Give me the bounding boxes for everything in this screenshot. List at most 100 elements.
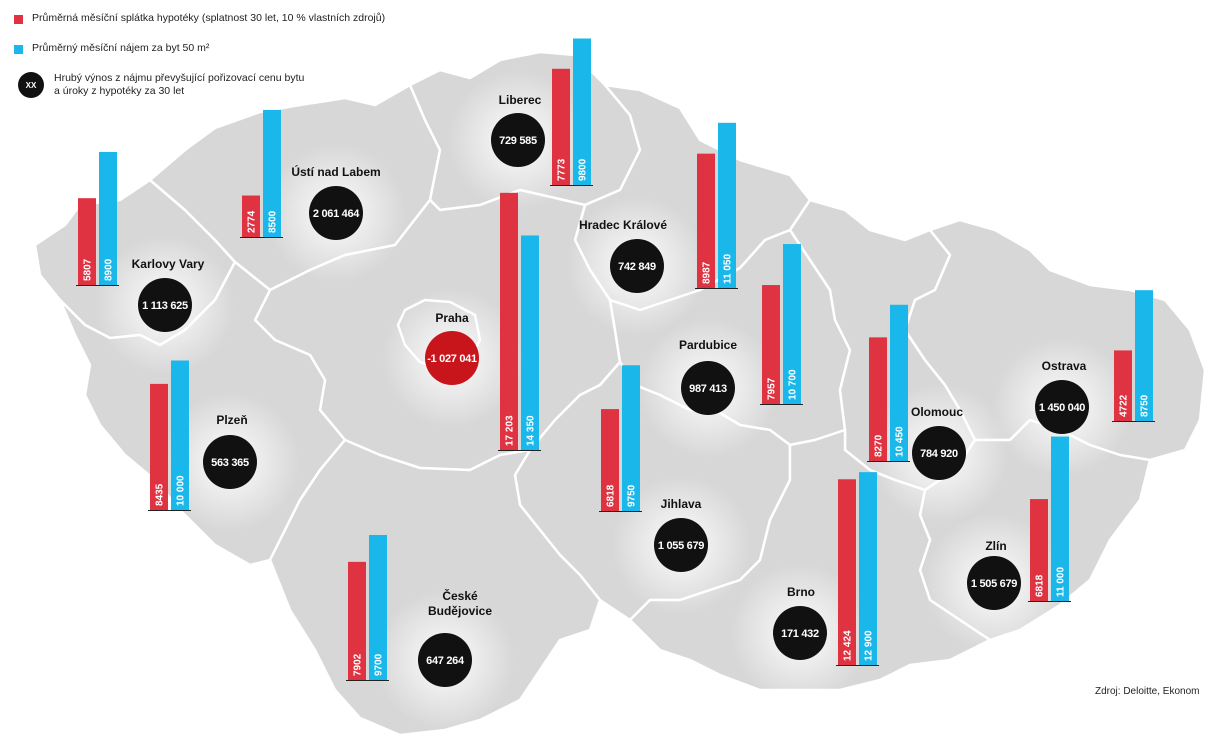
bar-mortgage-zlin <box>1030 499 1048 601</box>
yield-circle-olomouc <box>912 426 966 480</box>
yield-value-ostrava: 1 450 040 <box>1039 402 1085 414</box>
bar-mortgage-label-pardubice: 7957 <box>767 377 778 400</box>
bar-mortgage-label-zlin: 6818 <box>1035 574 1046 597</box>
legend-yield-line2: a úroky z hypotéky za 30 let <box>54 85 185 97</box>
legend-yield-line1: Hrubý výnos z nájmu převyšující pořizova… <box>54 72 305 84</box>
bar-rent-label-zlin: 11 000 <box>1056 567 1067 597</box>
yield-value-zlin: 1 505 679 <box>971 578 1017 590</box>
bar-rent-liberec <box>573 38 591 185</box>
city-name-usti-nad-labem: Ústí nad Labem <box>291 164 380 179</box>
city-name-hradec-kralove: Hradec Králové <box>579 218 667 232</box>
bar-rent-usti-nad-labem <box>263 109 281 237</box>
bar-mortgage-label-plzen: 8435 <box>155 483 166 506</box>
yield-value-hradec-kralove: 742 849 <box>618 261 656 273</box>
bar-rent-pardubice <box>783 244 801 404</box>
bar-rent-ostrava <box>1135 290 1153 421</box>
yield-value-karlovy-vary: 1 113 625 <box>142 300 188 312</box>
city-name-pardubice: Pardubice <box>679 338 737 352</box>
bar-rent-label-jihlava: 9750 <box>627 484 638 507</box>
bar-mortgage-karlovy-vary <box>78 198 96 285</box>
bar-mortgage-label-praha: 17 203 <box>505 415 516 446</box>
bar-mortgage-label-brno: 12 424 <box>843 630 854 661</box>
yield-circle-zlin <box>967 556 1021 610</box>
source-note: Zdroj: Deloitte, Ekonom <box>1095 686 1200 697</box>
legend-yield-symbol: XX <box>18 72 44 98</box>
yield-value-praha: -1 027 041 <box>427 353 477 365</box>
bar-mortgage-hradec-kralove <box>697 153 715 288</box>
city-name-ostrava: Ostrava <box>1042 359 1087 373</box>
city-name-jihlava: Jihlava <box>661 497 702 511</box>
city-labels-layer: Karlovy Vary Ústí nad Labem Liberec Hradec … <box>132 93 1087 618</box>
city-name-plzen: Plzeň <box>216 413 247 427</box>
yield-circle-jihlava <box>654 518 708 572</box>
city-name-zlin: Zlín <box>985 539 1006 553</box>
yield-circle-praha <box>425 331 479 385</box>
bar-rent-label-liberec: 9800 <box>578 158 589 181</box>
yield-circle-karlovy-vary <box>138 278 192 332</box>
yield-circles-layer: 1 113 625 2 061 464 729 585 742 849 -1 027 0… <box>138 113 1089 687</box>
legend-mortgage-label: Průměrná měsíční splátka hypotéky (splat… <box>32 12 386 24</box>
bar-mortgage-label-ceske-budejovice: 7902 <box>353 653 364 676</box>
bar-mortgage-label-hradec-kralove: 8987 <box>702 261 713 284</box>
bar-mortgage-olomouc <box>869 337 887 461</box>
bar-mortgage-liberec <box>552 68 570 185</box>
bar-mortgage-brno <box>838 479 856 665</box>
yield-value-olomouc: 784 920 <box>920 448 958 460</box>
bar-mortgage-label-liberec: 7773 <box>557 158 568 181</box>
bar-mortgage-pardubice <box>762 285 780 404</box>
bar-rent-jihlava <box>622 365 640 511</box>
yield-circle-pardubice <box>681 361 735 415</box>
yield-value-brno: 171 432 <box>781 628 819 640</box>
bar-rent-label-hradec-kralove: 11 050 <box>723 254 734 284</box>
bar-rent-label-plzen: 10 000 <box>176 475 187 506</box>
bar-mortgage-plzen <box>150 383 168 510</box>
yield-circle-ostrava <box>1035 380 1089 434</box>
bar-rent-karlovy-vary <box>99 151 117 285</box>
yield-value-jihlava: 1 055 679 <box>658 540 704 552</box>
city-name-liberec: Liberec <box>499 93 542 107</box>
yield-circle-ceske-budejovice <box>418 633 472 687</box>
city-name-brno: Brno <box>787 585 815 599</box>
bar-mortgage-ostrava <box>1114 350 1132 421</box>
bar-rent-label-karlovy-vary: 8900 <box>104 258 115 281</box>
bar-mortgage-jihlava <box>601 409 619 511</box>
bar-rent-label-ostrava: 8750 <box>1140 394 1151 417</box>
bar-rent-label-usti-nad-labem: 8500 <box>268 210 279 233</box>
bar-rent-label-olomouc: 10 450 <box>895 426 906 457</box>
yield-value-plzen: 563 365 <box>211 457 249 469</box>
yield-circle-brno <box>773 606 827 660</box>
city-name-karlovy-vary: Karlovy Vary <box>132 257 205 271</box>
bar-rent-zlin <box>1051 436 1069 601</box>
city-name-olomouc: Olomouc <box>911 405 963 419</box>
bar-mortgage-label-karlovy-vary: 5807 <box>83 258 94 281</box>
bar-rent-ceske-budejovice <box>369 534 387 680</box>
bar-rent-plzen <box>171 360 189 510</box>
yield-value-ceske-budejovice: 647 264 <box>426 655 465 667</box>
bars-layer: 5807 8900 2774 8500 7773 9800 8987 11 050 17 203… <box>76 38 1155 681</box>
yield-circle-hradec-kralove <box>610 239 664 293</box>
legend-rent-swatch <box>14 45 23 54</box>
legend-rent-label: Průměrný měsíční nájem za byt 50 m² <box>32 42 210 54</box>
bar-mortgage-label-usti-nad-labem: 2774 <box>247 210 258 233</box>
bar-rent-label-pardubice: 10 700 <box>788 369 799 400</box>
yield-circle-plzen <box>203 435 257 489</box>
yield-value-pardubice: 987 413 <box>689 383 727 395</box>
yield-value-liberec: 729 585 <box>499 135 537 147</box>
bar-rent-label-brno: 12 900 <box>864 630 875 661</box>
bar-mortgage-label-jihlava: 6818 <box>606 484 617 507</box>
bar-rent-olomouc <box>890 304 908 461</box>
yield-circle-liberec <box>491 113 545 167</box>
legend-mortgage-swatch <box>14 15 23 24</box>
bar-rent-label-ceske-budejovice: 9700 <box>374 653 385 676</box>
bar-rent-hradec-kralove <box>718 122 736 289</box>
bar-mortgage-usti-nad-labem <box>242 195 260 237</box>
city-name-praha: Praha <box>435 311 469 325</box>
city-name-ceske-budejovice-2: Budějovice <box>428 604 492 618</box>
bar-rent-praha <box>521 235 539 450</box>
bar-mortgage-ceske-budejovice <box>348 561 366 680</box>
yield-circle-usti-nad-labem <box>309 186 363 240</box>
bar-rent-label-praha: 14 350 <box>526 415 537 446</box>
yield-value-usti-nad-labem: 2 061 464 <box>313 208 360 220</box>
bar-rent-brno <box>859 472 877 665</box>
